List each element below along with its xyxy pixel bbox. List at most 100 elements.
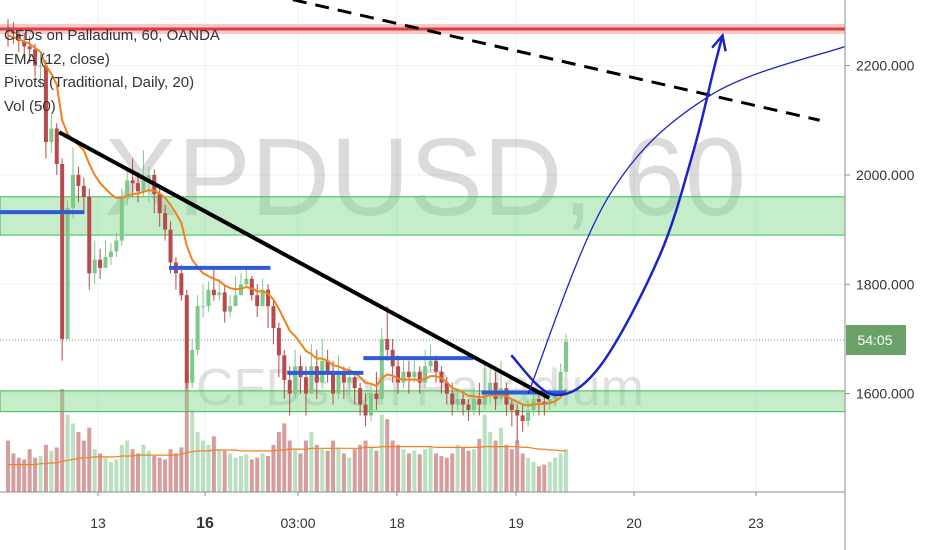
volume-bar	[482, 414, 487, 492]
volume-bar	[92, 449, 97, 492]
candle	[520, 404, 525, 432]
price-badge	[846, 325, 906, 356]
descending-trendline	[58, 130, 551, 400]
candle	[379, 328, 384, 405]
volume-bar	[450, 453, 455, 492]
candle	[331, 360, 336, 405]
volume-bar	[536, 466, 541, 492]
candle-body	[65, 207, 70, 339]
volume-bar	[347, 457, 352, 492]
candle-body	[347, 377, 352, 383]
x-tick-label: 03:00	[280, 515, 315, 531]
volume-bar	[103, 457, 108, 492]
candle	[266, 284, 271, 328]
legend-symbol[interactable]: CFDs on Palladium, 60, OANDA	[4, 27, 220, 44]
candle	[125, 169, 130, 205]
volume-bar	[43, 444, 48, 492]
candle-body	[233, 295, 238, 307]
legend: CFDs on Palladium, 60, OANDA EMA (12, cl…	[4, 24, 220, 118]
candle	[244, 267, 249, 287]
candle	[92, 240, 97, 285]
volume-bar	[244, 454, 249, 492]
candle	[461, 393, 466, 416]
volume-bar	[358, 444, 363, 492]
candle	[211, 267, 216, 301]
candle-body	[38, 65, 43, 67]
x-tick-label: 13	[90, 515, 106, 531]
x-tick-label: 18	[389, 515, 405, 531]
volume-bar	[488, 432, 493, 492]
candle	[103, 240, 108, 268]
candle-body	[71, 174, 76, 208]
volume-bar	[509, 449, 514, 492]
candle-body	[190, 349, 195, 383]
candle-body	[206, 289, 211, 307]
candle-body	[282, 355, 287, 380]
candle	[43, 60, 48, 159]
candle	[564, 333, 568, 378]
volume-bar	[98, 453, 103, 492]
volume-bar	[401, 449, 406, 492]
candle	[217, 278, 222, 301]
candle-body	[87, 196, 92, 274]
candle	[276, 322, 281, 378]
candle	[168, 221, 173, 274]
volume-bar	[54, 447, 59, 492]
candle-body	[125, 180, 130, 197]
legend-volume[interactable]: Vol (50)	[4, 97, 56, 115]
candle-body	[396, 366, 401, 383]
candle-body	[336, 371, 341, 394]
candle-body	[195, 306, 200, 350]
legend-ema[interactable]: EMA (12, close)	[4, 50, 110, 68]
volume-bar	[368, 447, 373, 492]
candle-body	[136, 183, 141, 192]
candle-body	[401, 371, 406, 383]
candle	[439, 366, 444, 394]
candle	[22, 32, 27, 60]
candle-body	[49, 128, 54, 143]
candle-body	[477, 399, 482, 405]
candle	[6, 19, 10, 47]
support-resistance-zone	[0, 390, 846, 413]
candle-body	[276, 328, 281, 356]
volume-bar	[81, 440, 86, 492]
candle-body	[433, 360, 438, 372]
volume-ma-line	[8, 446, 566, 466]
volume-bar	[168, 449, 173, 492]
candle-body	[163, 213, 168, 230]
volume-bar	[49, 450, 54, 492]
legend-pivots[interactable]: Pivots (Traditional, Daily, 20)	[4, 74, 195, 91]
candle-body	[157, 194, 162, 214]
candle	[466, 399, 471, 421]
x-tick-label: 23	[748, 515, 764, 531]
candle-body	[331, 371, 336, 394]
candle	[336, 355, 341, 400]
watermark-symbol: XPDUSD, 60	[104, 116, 746, 239]
volume-bar	[385, 419, 390, 492]
candle-body	[455, 399, 460, 405]
volume-bar	[16, 457, 21, 492]
candle	[65, 199, 70, 339]
volume-bar	[6, 440, 10, 492]
volume-bar	[428, 447, 433, 492]
candle-body	[482, 393, 487, 405]
volume-bar	[298, 453, 303, 492]
volume-bar	[471, 449, 476, 492]
candle	[309, 344, 314, 394]
volume-bar	[222, 450, 227, 492]
candle	[358, 382, 363, 416]
volume-bar	[108, 462, 113, 492]
candle-body	[309, 366, 314, 394]
candle-body	[43, 65, 48, 143]
candle	[163, 205, 168, 241]
candle	[201, 284, 206, 318]
candle	[238, 273, 243, 296]
candle-body	[260, 289, 265, 307]
candle	[396, 355, 401, 394]
volume-bar	[271, 444, 276, 492]
candle-body	[60, 164, 65, 339]
candle-body	[141, 180, 146, 192]
candle	[54, 123, 59, 175]
candle	[60, 158, 65, 361]
